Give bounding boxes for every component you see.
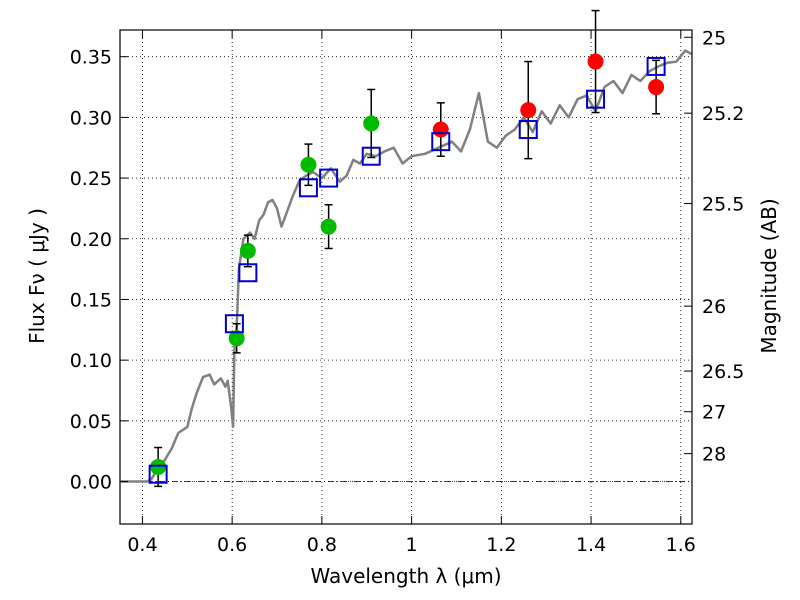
y2-tick-label: 27 [702,402,726,424]
x-tick-label: 1.6 [666,534,696,556]
model-spectrum [120,49,693,483]
error-bars [154,9,661,488]
grid [120,30,692,524]
red-data-point [432,121,449,138]
green-data-point [228,330,245,347]
model-flux-square [148,464,168,484]
y2-tick-label: 25 [702,27,726,49]
data-markers [148,53,666,484]
red-data-point [520,102,537,119]
x-tick-label: 1.4 [576,534,606,556]
y-tick-label: 0.05 [70,411,112,433]
y2-tick-label: 26.5 [702,361,744,383]
x-tick-label: 1.2 [486,534,516,556]
y-tick-label: 0.30 [70,107,112,129]
y-tick-label: 0.35 [70,47,112,69]
model-flux-square [431,132,451,152]
y2-tick-label: 26 [702,296,726,318]
model-flux-square [646,56,666,76]
model-flux-square [361,146,381,166]
model-flux-square [224,314,244,334]
model-flux-square [319,168,339,188]
green-data-point [150,458,167,475]
plot-frame [119,29,693,525]
green-data-point [320,218,337,235]
x-tick-label: 0.8 [307,534,337,556]
plot-border [119,29,693,525]
y2-tick-label: 28 [702,444,726,466]
model-flux-square [518,120,538,140]
axis-labels: Wavelength λ (μm) Flux Fν ( μJy ) Magnit… [25,198,781,588]
y-axis-label: Flux Fν ( μJy ) [25,208,49,344]
model-flux-square [298,178,318,198]
y2-tick-label: 25.5 [702,194,744,216]
red-data-point [648,79,665,96]
y-tick-label: 0.20 [70,229,112,251]
axis-ticks: 0.4 0.6 0.8 1 1.2 1.4 1.6 0.00 0.05 0.10 0.15 0.20 0… [70,27,745,556]
x-axis-label: Wavelength λ (μm) [310,564,501,588]
red-data-point [587,53,604,70]
model-flux-square [238,263,258,283]
green-data-point [300,156,317,173]
model-spectrum-line [120,49,693,483]
y-tick-label: 0.10 [70,350,112,372]
x-tick-label: 0.6 [217,534,247,556]
y2-tick-label: 25.2 [702,103,744,125]
y-tick-label: 0.00 [70,472,112,494]
x-tick-label: 1 [406,534,418,556]
y-tick-label: 0.15 [70,289,112,311]
x-tick-label: 0.4 [127,534,157,556]
y-tick-label: 0.25 [70,168,112,190]
model-flux-square [586,89,606,109]
green-data-point [363,115,380,132]
green-data-point [239,242,256,259]
y2-axis-label: Magnitude (AB) [757,198,781,353]
